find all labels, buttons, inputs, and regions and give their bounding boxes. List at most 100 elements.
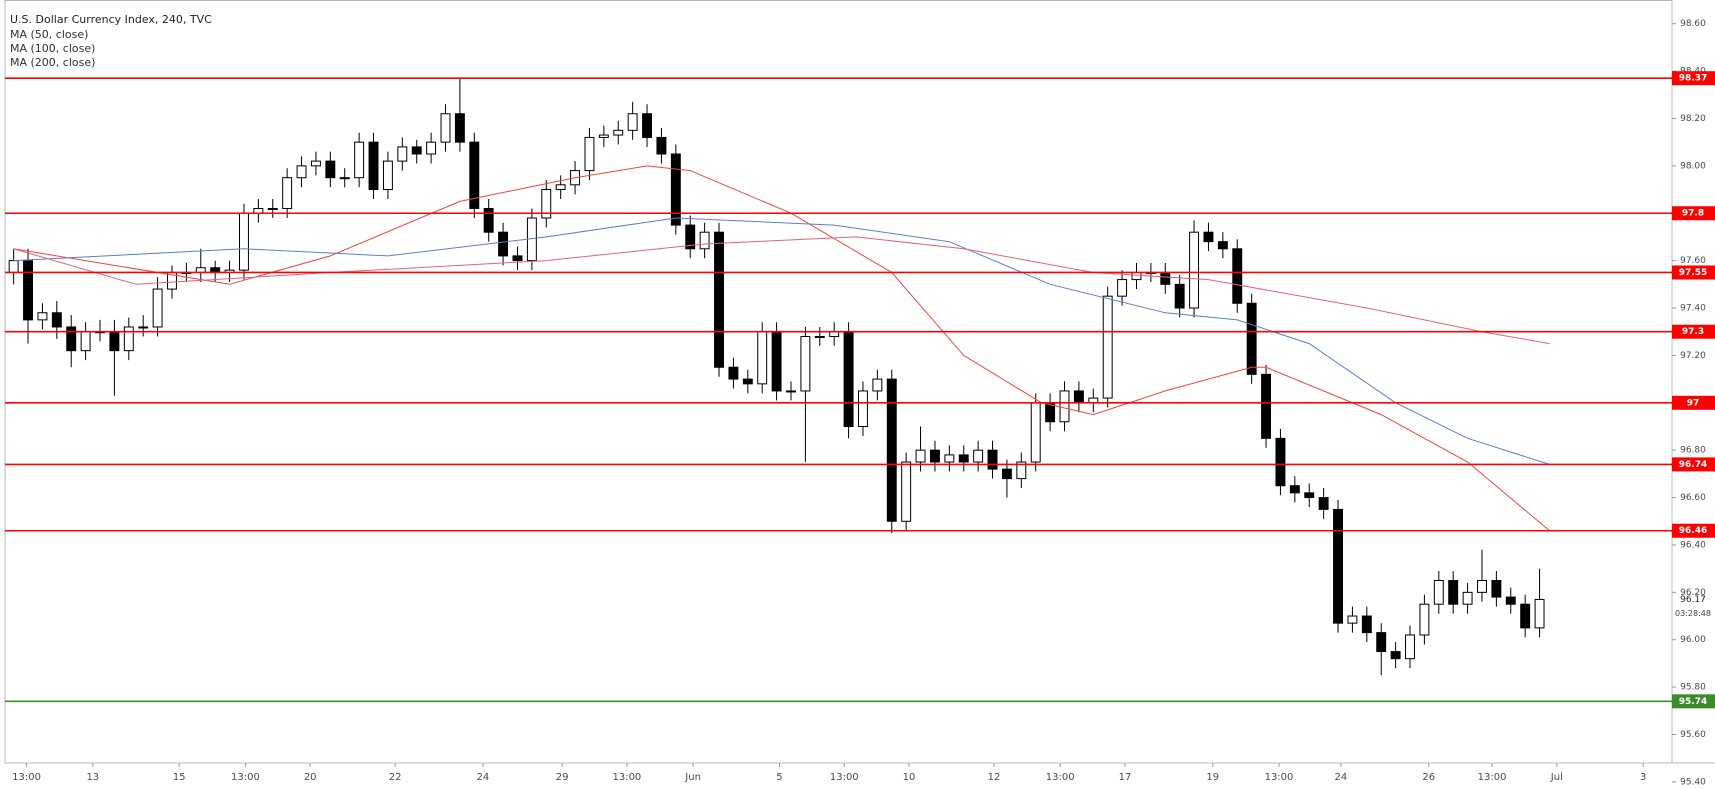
candle-body	[339, 177, 350, 180]
candle-body	[944, 454, 955, 463]
y-tick-label: 95.40	[1680, 777, 1706, 787]
y-tick-label: 96.20	[1680, 588, 1706, 598]
candle-body	[138, 326, 149, 329]
candle-body	[37, 312, 48, 321]
level-label: 97.8	[1682, 209, 1704, 219]
candle-body	[901, 461, 912, 522]
candle-body	[555, 184, 566, 191]
level-label-box	[1672, 71, 1715, 86]
candle-body	[51, 312, 62, 328]
chart-title: U.S. Dollar Currency Index, 240, TVC	[10, 13, 212, 26]
candle-body	[1390, 651, 1401, 660]
candle-body	[23, 260, 33, 321]
candle-body	[1073, 390, 1084, 404]
x-tick-label: 13:00	[1478, 772, 1507, 783]
x-tick-label: 24	[1335, 772, 1348, 783]
candle-body	[123, 326, 134, 352]
level-label-box	[1672, 265, 1715, 280]
x-tick-label: Jun	[684, 772, 701, 783]
candle-body	[1246, 302, 1257, 375]
candle-body	[598, 134, 609, 138]
moving-average-line	[13, 217, 1550, 465]
candle-body	[1117, 279, 1128, 297]
candle-body	[1217, 241, 1228, 250]
candle-body	[858, 390, 868, 427]
candle-body	[1059, 390, 1070, 423]
level-label-box	[1672, 523, 1715, 538]
x-tick-label: 19	[1206, 772, 1219, 783]
candle-body	[8, 260, 19, 273]
legend-entry: MA (200, close)	[10, 56, 95, 69]
candle-body	[685, 224, 696, 250]
x-tick-label: 10	[903, 772, 916, 783]
y-tick-label: 95.60	[1680, 730, 1706, 740]
candle-body	[1333, 508, 1343, 624]
candle-body	[1203, 231, 1214, 243]
x-tick-label: 26	[1422, 772, 1435, 783]
candle-body	[1491, 579, 1502, 598]
y-tick-label: 98.20	[1680, 114, 1706, 124]
level-label: 96.46	[1679, 526, 1707, 536]
candle-body	[397, 146, 408, 162]
last-price-label: 96.17	[1680, 595, 1706, 605]
candle-body	[771, 331, 782, 392]
candle-body	[440, 113, 451, 143]
x-tick-label: 24	[477, 772, 490, 783]
x-tick-label: Jul	[1550, 772, 1563, 783]
candle-body	[915, 449, 926, 463]
y-tick-label: 98.00	[1680, 161, 1706, 171]
candle-body	[109, 331, 120, 352]
legend: U.S. Dollar Currency Index, 240, TVC MA …	[10, 13, 212, 69]
candle-body	[627, 113, 638, 131]
x-tick-label: 15	[173, 772, 186, 783]
candle-body	[814, 335, 825, 338]
candle-body	[1174, 283, 1185, 309]
x-tick-label: 20	[304, 772, 317, 783]
candle-body	[1419, 603, 1430, 636]
y-tick-label: 96.00	[1680, 635, 1706, 645]
candle-body	[656, 136, 667, 155]
axes: 95.40 95.60 95.80 96.00 96.20 96.40 96.60 96.80…	[12, 19, 1715, 787]
y-tick-label: 96.80	[1680, 446, 1706, 456]
candle-body	[1361, 615, 1372, 634]
candle-body	[325, 160, 336, 179]
moving-average-line	[13, 236, 1550, 345]
candle-body	[757, 331, 768, 385]
x-tick-label: 12	[988, 772, 1001, 783]
candle-body	[929, 449, 940, 463]
candle-body	[1001, 468, 1012, 480]
candle-body	[1448, 579, 1459, 605]
x-tick-label: 13:00	[1265, 772, 1294, 783]
candle-body	[699, 231, 710, 250]
candle-body	[843, 331, 854, 427]
candle-body	[152, 288, 163, 328]
candle-body	[1131, 271, 1142, 281]
candle-body	[728, 366, 739, 380]
candle-body	[958, 454, 969, 463]
candle-body	[987, 449, 998, 470]
candle-body	[1275, 437, 1286, 487]
candle-body	[239, 212, 249, 271]
x-tick-label: 13:00	[12, 772, 41, 783]
level-label: 98.37	[1679, 74, 1707, 84]
candle-body	[498, 231, 509, 257]
x-tick-label: 13:00	[231, 772, 260, 783]
level-label-box	[1672, 324, 1715, 339]
candle-body	[469, 141, 480, 210]
x-tick-label: 22	[389, 772, 402, 783]
candle-body	[1160, 271, 1171, 285]
candle-body	[1102, 295, 1113, 399]
candle-body	[80, 331, 91, 352]
candle-body	[714, 231, 724, 368]
candle-body	[973, 449, 984, 463]
candle-body	[1289, 485, 1300, 494]
level-label-box	[1672, 694, 1715, 709]
candle-body	[786, 390, 796, 393]
candle-body	[1462, 591, 1473, 605]
candle-body	[1520, 603, 1531, 629]
candle-body	[1347, 615, 1358, 624]
legend-entry: MA (50, close)	[10, 28, 88, 41]
level-label: 95.74	[1679, 697, 1707, 707]
